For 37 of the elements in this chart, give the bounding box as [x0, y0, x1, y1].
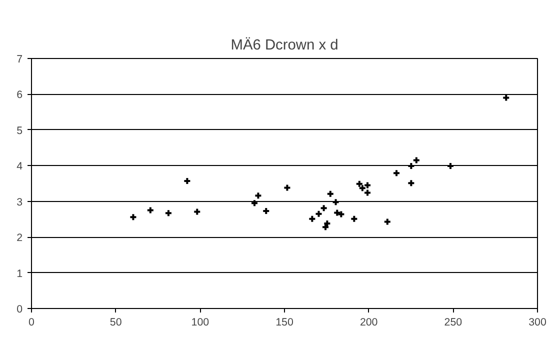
y-tick-label: 0	[16, 304, 23, 316]
point	[383, 218, 392, 226]
point	[129, 213, 138, 222]
y-tick-label: 3	[16, 196, 23, 208]
point	[262, 207, 270, 215]
y-tick-label: 4	[16, 160, 23, 173]
y-tick-label: 2	[16, 232, 23, 244]
y-tick-label: 7	[16, 54, 23, 66]
point	[254, 192, 262, 200]
point	[407, 179, 416, 188]
chart-title: MÄ6 Dcrown x d	[230, 36, 338, 54]
point	[323, 220, 332, 228]
point	[283, 184, 292, 192]
point	[363, 188, 372, 197]
y-tick-label: 1	[16, 268, 23, 280]
point	[446, 162, 454, 170]
y-tick-label: 6	[16, 89, 23, 102]
x-tick-label: 150	[276, 316, 294, 328]
y-tick-label: 5	[16, 124, 23, 137]
point	[146, 206, 154, 214]
x-tick-label: 50	[110, 316, 122, 328]
x-tick-label: 300	[528, 316, 546, 328]
point	[193, 208, 202, 216]
point	[250, 199, 258, 208]
x-tick-label: 0	[28, 316, 35, 328]
point	[350, 214, 358, 223]
point	[308, 214, 316, 223]
x-tick-label: 250	[444, 316, 462, 328]
point	[333, 208, 342, 217]
point	[326, 190, 334, 198]
x-tick-label: 100	[191, 316, 210, 328]
point	[183, 177, 192, 185]
point	[164, 209, 172, 218]
point	[332, 198, 340, 206]
x-tick-label: 200	[360, 316, 378, 328]
point	[337, 210, 346, 218]
point	[355, 180, 364, 188]
